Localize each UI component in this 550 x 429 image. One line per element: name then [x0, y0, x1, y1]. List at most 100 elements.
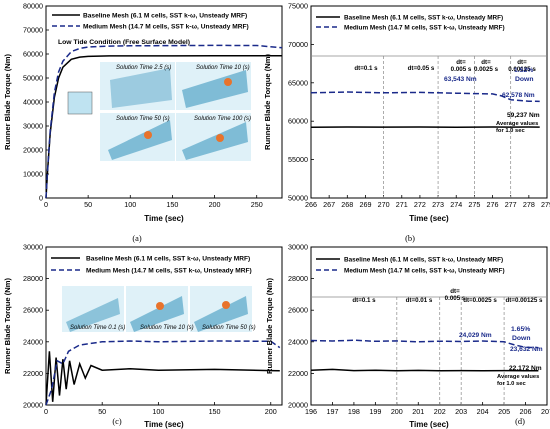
- panel-b-legend: Baseline Mesh (6.1 M cells, SST k-ω, Uns…: [316, 15, 505, 32]
- panel-d-plot: [310, 339, 539, 372]
- mesh-inset: [67, 91, 93, 115]
- panel-d-ylabel: Runner Blade Torque (Nm): [265, 278, 274, 375]
- snapshot-image: [110, 68, 172, 108]
- panel-c-snapshots: Solution Time 0.1 (s) Solution Time 10 (…: [62, 286, 256, 332]
- panel-d-caption: (d): [515, 417, 525, 426]
- y-tick-label: 24000: [23, 337, 43, 346]
- panel-c-plot: [45, 340, 281, 406]
- snapshot-image: [182, 122, 248, 160]
- average-note: Average values for 1.0 sec: [496, 121, 538, 134]
- snapshot-image: [66, 298, 120, 332]
- baseline-value-label: 22,172 Nm: [509, 365, 542, 372]
- legend-medium-label: Medium Mesh (14.7 M cells, SST k-ω, Unst…: [86, 268, 252, 275]
- x-tick-label: 205: [498, 407, 510, 416]
- panel-c-legend: Baseline Mesh (6.1 M cells, SST k-ω, Uns…: [51, 256, 252, 275]
- x-tick-label: 150: [166, 200, 178, 209]
- y-tick-label: 70000: [288, 40, 308, 49]
- series-medium-line: [310, 91, 540, 103]
- y-tick-label: 80000: [23, 2, 43, 11]
- x-tick-label: 199: [369, 407, 381, 416]
- dt-label: dt= 0.005 s: [445, 288, 466, 302]
- x-tick-label: 272: [414, 200, 426, 209]
- panel-b-caption: (b): [405, 234, 415, 243]
- panel-a-caption: (a): [132, 234, 142, 243]
- y-tick-label: 55000: [288, 155, 308, 164]
- legend-medium-label: Medium Mesh (14.7 M cells, SST k-ω, Unst…: [344, 25, 505, 32]
- x-tick-label: 274: [450, 200, 462, 209]
- panel-b-annotations: dt=0.1 s dt=0.05 s dt= 0.005 s dt= 0.0025 …: [354, 59, 539, 134]
- x-tick-label: 100: [124, 200, 136, 209]
- y-tick-label: 24000: [288, 337, 308, 346]
- y-tick-label: 20000: [288, 401, 308, 410]
- x-tick-label: 200: [265, 407, 277, 416]
- legend-baseline-label: Baseline Mesh (6.1 M cells, SST k-ω, Uns…: [86, 256, 250, 263]
- y-tick-label: 65000: [288, 78, 308, 87]
- x-tick-label: 50: [98, 407, 106, 416]
- drop-pct-label: 1.52%: [514, 67, 533, 74]
- x-tick-label: 196: [305, 407, 317, 416]
- legend-medium-label: Medium Mesh (14.7 M cells, SST k-ω, Unst…: [83, 24, 249, 31]
- x-tick-label: 100: [152, 407, 164, 416]
- y-tick-label: 10000: [23, 170, 43, 179]
- panel-c-xlabel: Time (sec): [144, 420, 184, 429]
- dt-label: dt=0.1 s: [352, 297, 376, 304]
- snapshot-image: [216, 134, 224, 142]
- dt-label: dt=0.05 s: [408, 65, 435, 72]
- panel-c-ticks: 20000 22000 24000 26000 28000 30000 0 50 100 150 2…: [23, 243, 277, 417]
- y-tick-label: 22000: [288, 369, 308, 378]
- snapshot-image: [130, 296, 184, 332]
- x-tick-label: 202: [434, 407, 446, 416]
- snapshot-label-2: Solution Time 10 (s): [140, 325, 194, 331]
- y-tick-label: 50000: [288, 194, 308, 203]
- average-note: Average values for 1.0 sec: [497, 374, 539, 387]
- snapshot-label-3: Solution Time 50 (s): [202, 325, 256, 331]
- snapshot-image: [194, 296, 248, 332]
- medium-value-label: 24,029 Nm: [459, 332, 492, 339]
- panel-d-frame: [310, 246, 548, 406]
- y-tick-label: 22000: [23, 369, 43, 378]
- snapshot-image: [108, 120, 172, 160]
- legend-medium-label: Medium Mesh (14.7 M cells, SST k-ω, Unst…: [344, 268, 505, 275]
- panel-a-ticks: 0 10000 20000 30000 40000 50000 60000 70000 8000…: [23, 2, 263, 210]
- panel-a-plot: [45, 44, 283, 199]
- y-tick-label: 50000: [23, 74, 43, 83]
- snapshot-image: [182, 70, 248, 108]
- x-tick-label: 206: [520, 407, 532, 416]
- panel-c-ylabel: Runner Blade Torque (Nm): [3, 278, 12, 375]
- dt-label: dt=0.01 s: [406, 297, 433, 304]
- x-tick-label: 0: [44, 407, 48, 416]
- y-tick-label: 26000: [23, 306, 43, 315]
- x-tick-label: 266: [305, 200, 317, 209]
- panel-b-frame: [310, 5, 548, 199]
- drop-word-label: Down: [512, 335, 531, 342]
- y-tick-label: 30000: [288, 243, 308, 252]
- y-tick-label: 60000: [288, 117, 308, 126]
- legend-baseline-label: Baseline Mesh (6.1 M cells, SST k-ω, Uns…: [344, 257, 503, 264]
- panel-d-legend: Baseline Mesh (6.1 M cells, SST k-ω, Uns…: [316, 257, 505, 275]
- x-tick-label: 270: [378, 200, 390, 209]
- panel-d-dt-lines: [311, 296, 547, 405]
- panel-b: 50000 55000 60000 65000 70000 75000 266 267 268 2…: [263, 2, 550, 244]
- y-tick-label: 75000: [288, 2, 308, 11]
- x-tick-label: 269: [359, 200, 371, 209]
- x-tick-label: 268: [341, 200, 353, 209]
- dt-label: dt= 0.005 s: [451, 59, 472, 73]
- snapshot-label-3: Solution Time 50 (s): [116, 116, 170, 122]
- y-tick-label: 0: [39, 194, 43, 203]
- series-medium-line: [310, 339, 539, 349]
- x-tick-label: 0: [44, 200, 48, 209]
- y-tick-label: 28000: [288, 274, 308, 283]
- x-tick-label: 277: [505, 200, 517, 209]
- snapshot-image: [156, 302, 164, 310]
- drop-word-label: Down: [515, 76, 534, 83]
- panel-a-xlabel: Time (sec): [144, 214, 184, 223]
- snapshot-image: [222, 301, 230, 309]
- series-baseline-line: [45, 351, 280, 406]
- panel-b-ylabel: Runner Blade Torque (Nm): [263, 54, 272, 151]
- y-tick-label: 20000: [23, 146, 43, 155]
- panel-d-annotations: dt=0.1 s dt=0.01 s dt= 0.005 s dt=0.0025 …: [352, 288, 543, 387]
- x-tick-label: 201: [412, 407, 424, 416]
- panel-a-ylabel: Runner Blade Torque (Nm): [3, 54, 12, 151]
- snapshot-label-1: Solution Time 2.5 (s): [116, 65, 171, 71]
- x-tick-label: 267: [323, 200, 335, 209]
